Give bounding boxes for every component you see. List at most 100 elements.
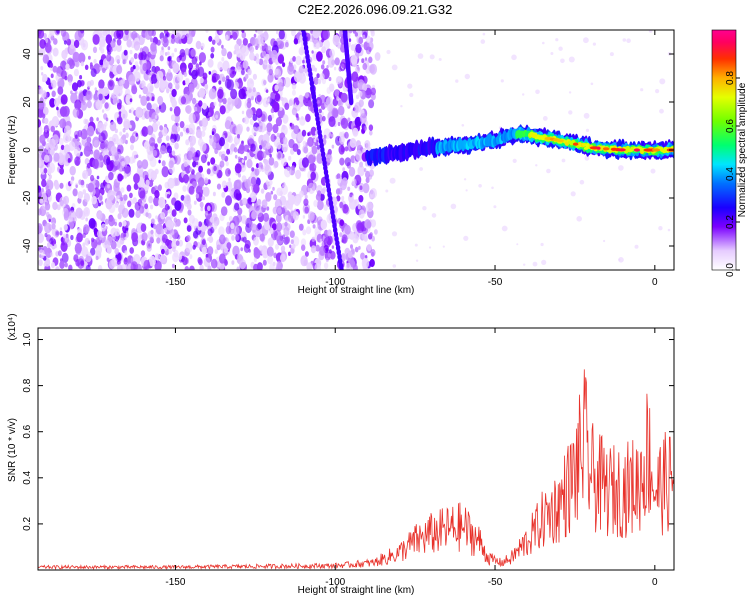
speckle-blob bbox=[320, 64, 325, 70]
speckle-blob bbox=[480, 39, 486, 44]
speckle-blob bbox=[45, 144, 49, 150]
speckle-blob bbox=[170, 37, 176, 45]
speckle-blob bbox=[360, 252, 365, 260]
speckle-blob bbox=[82, 242, 86, 247]
speckle-blob bbox=[119, 131, 123, 136]
speckle-blob bbox=[326, 154, 333, 163]
speckle-blob bbox=[121, 207, 129, 218]
y-tick-label: 1.0 bbox=[22, 332, 33, 346]
speckle-blob bbox=[407, 83, 413, 89]
speckle-blob bbox=[210, 46, 215, 53]
speckle-blob bbox=[304, 194, 308, 200]
speckle-blob bbox=[114, 221, 117, 226]
speckle-blob bbox=[218, 137, 225, 147]
speckle-blob bbox=[327, 229, 332, 237]
speckle-blob bbox=[105, 34, 113, 45]
speckle-blob bbox=[201, 130, 206, 137]
speckle-blob bbox=[251, 210, 257, 220]
speckle-blob bbox=[126, 184, 132, 192]
speckle-blob bbox=[348, 166, 356, 177]
top-x-label: Height of straight line (km) bbox=[298, 285, 415, 296]
speckle-blob bbox=[359, 113, 367, 124]
speckle-blob bbox=[308, 154, 315, 164]
speckle-blob bbox=[243, 243, 250, 253]
speckle-blob bbox=[146, 240, 152, 249]
speckle-blob bbox=[230, 88, 238, 100]
speckle-blob bbox=[332, 34, 340, 46]
speckle-blob bbox=[92, 34, 100, 45]
speckle-blob bbox=[95, 244, 103, 255]
speckle-blob bbox=[89, 62, 93, 67]
speckle-blob bbox=[68, 215, 73, 223]
speckle-blob bbox=[189, 167, 193, 172]
speckle-blob bbox=[179, 30, 186, 39]
speckle-blob bbox=[195, 150, 201, 158]
speckle-blob bbox=[198, 87, 206, 98]
speckle-blob bbox=[153, 196, 160, 207]
streak-blob bbox=[339, 266, 344, 270]
speckle-blob bbox=[178, 153, 181, 158]
speckle-blob bbox=[347, 251, 353, 259]
speckle-blob bbox=[201, 117, 209, 128]
speckle-blob bbox=[301, 129, 307, 137]
speckle-blob bbox=[358, 245, 361, 250]
speckle-blob bbox=[60, 94, 68, 105]
speckle-blob bbox=[253, 236, 259, 246]
speckle-blob bbox=[170, 114, 176, 121]
speckle-blob bbox=[59, 118, 67, 129]
speckle-blob bbox=[321, 115, 326, 122]
speckle-blob bbox=[374, 229, 378, 235]
speckle-blob bbox=[44, 154, 50, 163]
speckle-blob bbox=[45, 202, 51, 211]
speckle-blob bbox=[366, 221, 372, 229]
speckle-blob bbox=[219, 30, 223, 35]
speckle-blob bbox=[322, 30, 330, 40]
speckle-blob bbox=[101, 67, 106, 74]
speckle-blob bbox=[260, 188, 265, 194]
speckle-blob bbox=[96, 117, 99, 122]
speckle-blob bbox=[107, 184, 110, 189]
speckle-blob bbox=[185, 105, 190, 113]
speckle-blob bbox=[78, 52, 86, 64]
speckle-blob bbox=[73, 146, 81, 157]
speckle-blob bbox=[322, 60, 326, 65]
speckle-blob bbox=[165, 135, 170, 142]
x-tick-label: -50 bbox=[488, 577, 503, 588]
speckle-blob bbox=[200, 42, 205, 49]
speckle-blob bbox=[268, 179, 273, 186]
speckle-blob bbox=[61, 252, 69, 263]
speckle-blob bbox=[198, 258, 203, 266]
speckle-blob bbox=[148, 195, 154, 204]
speckle-blob bbox=[317, 190, 322, 197]
speckle-blob bbox=[337, 178, 342, 184]
speckle-blob bbox=[138, 94, 142, 99]
speckle-blob bbox=[158, 159, 161, 164]
top-y-label: Frequency (Hz) bbox=[7, 116, 18, 185]
speckle-blob bbox=[206, 168, 211, 175]
speckle-blob bbox=[354, 116, 362, 128]
speckle-blob bbox=[202, 124, 207, 131]
speckle-blob bbox=[254, 168, 260, 176]
speckle-blob bbox=[241, 159, 245, 164]
speckle-blob bbox=[156, 70, 164, 82]
speckle-blob bbox=[207, 228, 213, 237]
speckle-blob bbox=[265, 192, 272, 202]
speckle-blob bbox=[205, 210, 209, 216]
speckle-blob bbox=[219, 160, 225, 168]
speckle-blob bbox=[180, 194, 185, 201]
speckle-blob bbox=[159, 55, 164, 62]
speckle-blob bbox=[358, 195, 364, 203]
speckle-blob bbox=[329, 48, 335, 58]
speckle-blob bbox=[331, 59, 336, 66]
speckle-blob bbox=[300, 238, 307, 247]
speckle-blob bbox=[83, 207, 90, 217]
speckle-blob bbox=[130, 261, 138, 270]
speckle-blob bbox=[311, 236, 316, 242]
speckle-blob bbox=[182, 126, 187, 132]
speckle-blob bbox=[255, 57, 260, 64]
speckle-blob bbox=[111, 234, 116, 241]
speckle-blob bbox=[174, 177, 180, 186]
speckle-blob bbox=[264, 159, 269, 166]
speckle-blob bbox=[200, 154, 207, 164]
speckle-blob bbox=[270, 108, 275, 114]
